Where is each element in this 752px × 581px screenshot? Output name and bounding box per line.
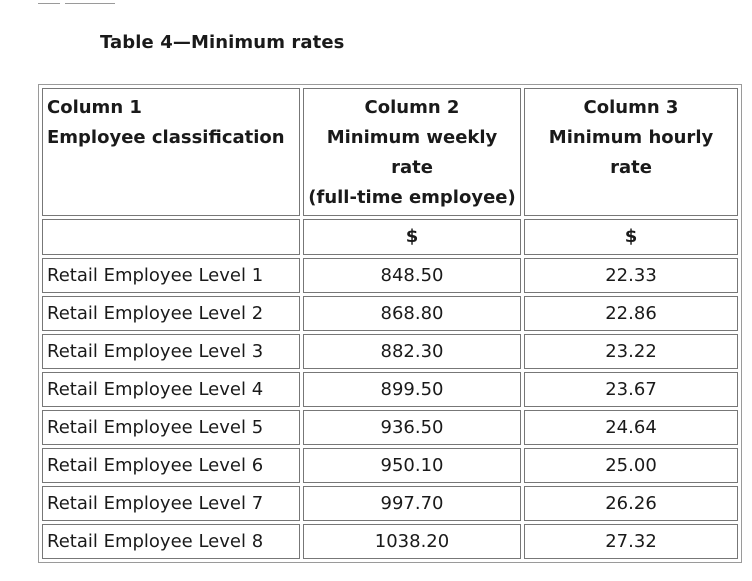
weekly-rate-cell: 882.30 <box>303 334 521 369</box>
table-title: Table 4—Minimum rates <box>100 32 345 53</box>
table-row: Retail Employee Level 3 882.30 23.22 <box>42 334 738 369</box>
table-row: Retail Employee Level 7 997.70 26.26 <box>42 486 738 521</box>
classification-cell: Retail Employee Level 8 <box>42 524 300 559</box>
column-3-header-line: rate <box>610 157 652 178</box>
unit-row: $ $ <box>42 219 738 255</box>
weekly-rate-cell: 899.50 <box>303 372 521 407</box>
column-1-header: Column 1 Employee classification <box>42 88 300 216</box>
unit-cell: $ <box>524 219 738 255</box>
hourly-rate-cell: 26.26 <box>524 486 738 521</box>
weekly-rate-cell: 868.80 <box>303 296 521 331</box>
classification-cell: Retail Employee Level 6 <box>42 448 300 483</box>
column-2-header-line: Column 2 <box>364 97 460 118</box>
unit-cell: $ <box>303 219 521 255</box>
hourly-rate-cell: 25.00 <box>524 448 738 483</box>
classification-cell: Retail Employee Level 7 <box>42 486 300 521</box>
column-2-header-line: (full-time employee) <box>308 187 516 208</box>
unit-cell <box>42 219 300 255</box>
column-1-header-line: Employee classification <box>47 127 285 148</box>
table-row: Retail Employee Level 6 950.10 25.00 <box>42 448 738 483</box>
table-row: Retail Employee Level 8 1038.20 27.32 <box>42 524 738 559</box>
table-row: Retail Employee Level 4 899.50 23.67 <box>42 372 738 407</box>
clipped-text-fragment <box>38 0 158 4</box>
hourly-rate-cell: 23.22 <box>524 334 738 369</box>
hourly-rate-cell: 24.64 <box>524 410 738 445</box>
weekly-rate-cell: 848.50 <box>303 258 521 293</box>
hourly-rate-cell: 23.67 <box>524 372 738 407</box>
weekly-rate-cell: 1038.20 <box>303 524 521 559</box>
weekly-rate-cell: 936.50 <box>303 410 521 445</box>
hourly-rate-cell: 27.32 <box>524 524 738 559</box>
weekly-rate-cell: 997.70 <box>303 486 521 521</box>
minimum-rates-table: Column 1 Employee classification Column … <box>38 84 742 563</box>
column-3-header: Column 3 Minimum hourly rate <box>524 88 738 216</box>
classification-cell: Retail Employee Level 3 <box>42 334 300 369</box>
column-2-header: Column 2 Minimum weekly rate (full-time … <box>303 88 521 216</box>
column-1-header-line: Column 1 <box>47 97 142 118</box>
table-row: Retail Employee Level 5 936.50 24.64 <box>42 410 738 445</box>
table-row: Retail Employee Level 1 848.50 22.33 <box>42 258 738 293</box>
weekly-rate-cell: 950.10 <box>303 448 521 483</box>
classification-cell: Retail Employee Level 5 <box>42 410 300 445</box>
classification-cell: Retail Employee Level 2 <box>42 296 300 331</box>
classification-cell: Retail Employee Level 4 <box>42 372 300 407</box>
classification-cell: Retail Employee Level 1 <box>42 258 300 293</box>
header-row: Column 1 Employee classification Column … <box>42 88 738 216</box>
column-2-header-line: Minimum weekly <box>326 127 498 148</box>
table-row: Retail Employee Level 2 868.80 22.86 <box>42 296 738 331</box>
hourly-rate-cell: 22.86 <box>524 296 738 331</box>
column-3-header-line: Column 3 <box>583 97 679 118</box>
hourly-rate-cell: 22.33 <box>524 258 738 293</box>
column-3-header-line: Minimum hourly <box>548 127 714 148</box>
column-2-header-line: rate <box>391 157 433 178</box>
